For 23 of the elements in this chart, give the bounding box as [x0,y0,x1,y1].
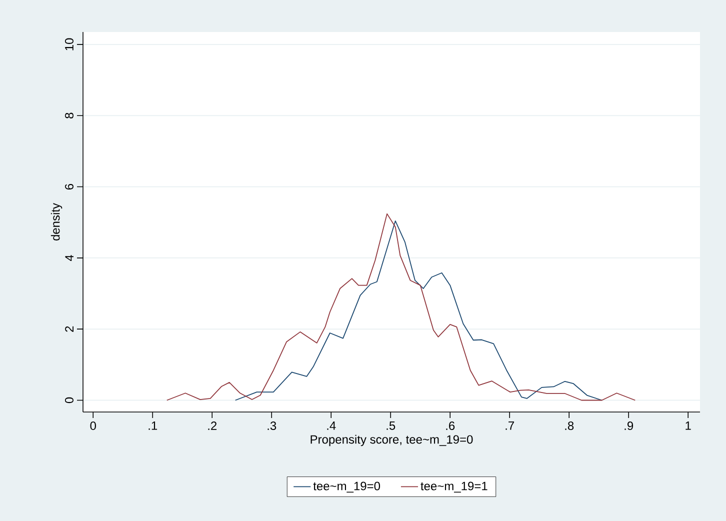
x-tick-label: 0 [90,422,96,430]
x-tick-label: .2 [208,422,217,430]
y-tick-label: 10 [64,38,74,50]
x-tick-label: .4 [327,422,336,430]
x-tick-label: .5 [386,422,396,430]
legend-label: tee~m_19=1 [420,482,488,493]
line-series [166,213,636,401]
x-tick-label: .3 [268,422,276,430]
x-tick-label: .8 [565,422,574,430]
x-axis-title: Propensity score, tee~m_19=0 [310,434,473,446]
legend-label: tee~m_19=0 [313,482,380,493]
y-tick-label: 4 [65,254,74,261]
x-tick-label: .1 [148,422,158,430]
x-tick-label: 1 [686,422,691,430]
y-axis-title: density [50,203,62,240]
x-tick-label: .6 [446,422,455,430]
line-series [234,220,602,401]
y-tick-label: 0 [64,397,74,404]
x-tick-label: .9 [624,422,634,430]
y-tick-label: 6 [64,184,74,190]
y-tick-label: 8 [64,112,74,118]
y-tick-label: 2 [65,326,74,332]
x-tick-label: .7 [506,422,514,430]
